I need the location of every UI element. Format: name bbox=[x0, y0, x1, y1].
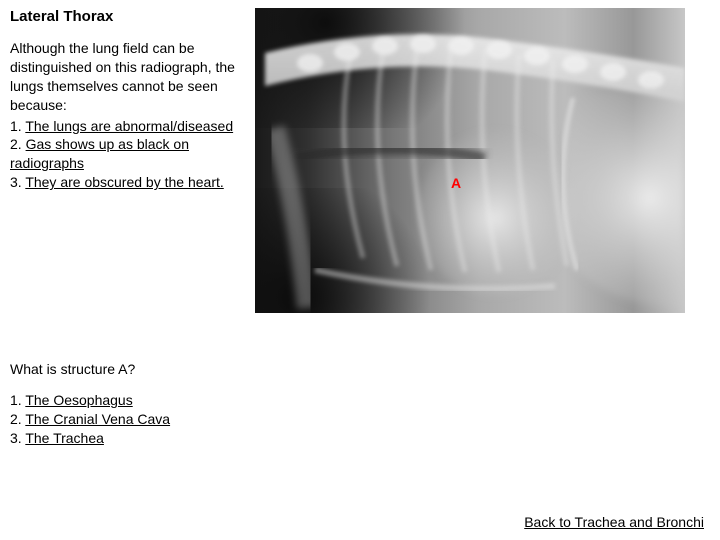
q2-option-3-prefix: 3. bbox=[10, 430, 25, 446]
q1-option-2-prefix: 2. bbox=[10, 136, 26, 152]
q1-intro: Although the lung field can be distingui… bbox=[10, 39, 237, 115]
back-link[interactable]: Back to Trachea and Bronchi bbox=[524, 514, 704, 530]
radiograph-container: A bbox=[255, 8, 685, 313]
q2-option-1-line: 1. The Oesophagus bbox=[10, 391, 710, 410]
q1-option-3-prefix: 3. bbox=[10, 174, 25, 190]
q1-option-2-line: 2. Gas shows up as black on radiographs bbox=[10, 135, 237, 173]
q2-option-1-prefix: 1. bbox=[10, 392, 25, 408]
q2-option-1[interactable]: The Oesophagus bbox=[25, 392, 132, 408]
q2-option-2-line: 2. The Cranial Vena Cava bbox=[10, 410, 710, 429]
q1-option-1-line: 1. The lungs are abnormal/diseased bbox=[10, 117, 237, 136]
q2-title: What is structure A? bbox=[10, 361, 710, 377]
left-text-column: Lateral Thorax Although the lung field c… bbox=[10, 8, 255, 192]
backlink-container: Back to Trachea and Bronchi bbox=[524, 514, 704, 530]
q1-option-2[interactable]: Gas shows up as black on radiographs bbox=[10, 136, 189, 171]
q1-option-3-line: 3. They are obscured by the heart. bbox=[10, 173, 237, 192]
page-title: Lateral Thorax bbox=[10, 8, 237, 25]
q1-option-1[interactable]: The lungs are abnormal/diseased bbox=[25, 118, 233, 134]
q1-option-3[interactable]: They are obscured by the heart. bbox=[25, 174, 223, 190]
q2-option-2-prefix: 2. bbox=[10, 411, 25, 427]
q2-option-2[interactable]: The Cranial Vena Cava bbox=[25, 411, 170, 427]
radiograph-svg bbox=[255, 8, 685, 313]
q1-option-1-prefix: 1. bbox=[10, 118, 25, 134]
q2-option-3-line: 3. The Trachea bbox=[10, 429, 710, 448]
q2-option-3[interactable]: The Trachea bbox=[25, 430, 104, 446]
q2-block: What is structure A? 1. The Oesophagus 2… bbox=[0, 361, 720, 448]
radiograph-marker-a: A bbox=[451, 175, 461, 191]
